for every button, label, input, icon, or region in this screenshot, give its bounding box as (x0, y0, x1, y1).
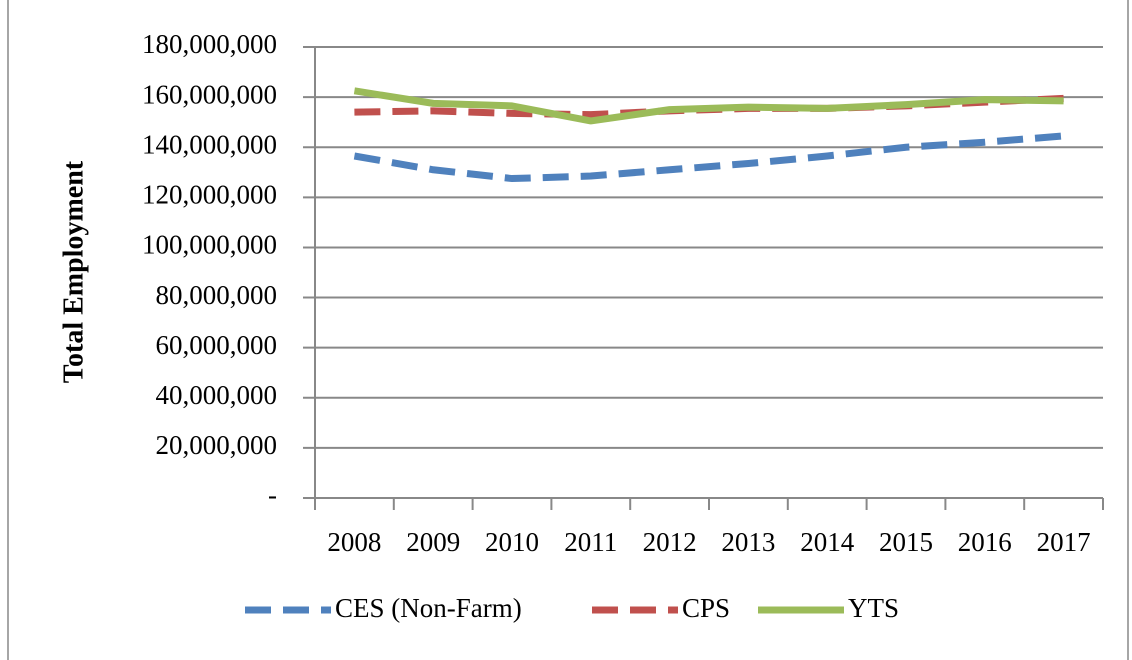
x-tick-label: 2014 (800, 527, 855, 557)
y-tick-label: 160,000,000 (142, 79, 277, 109)
y-tick-label: 100,000,000 (142, 230, 277, 260)
y-axis-label: Total Employment (58, 160, 89, 383)
x-tick-label: 2011 (564, 527, 617, 557)
y-tick-label: 40,000,000 (156, 380, 278, 410)
legend-label: CPS (682, 593, 730, 623)
chart-border (7, 0, 1129, 660)
x-tick-label: 2017 (1037, 527, 1091, 557)
x-tick-label: 2009 (406, 527, 460, 557)
x-tick-label: 2016 (958, 527, 1012, 557)
x-tick-label: 2010 (485, 527, 539, 557)
legend-label: CES (Non-Farm) (335, 593, 522, 623)
series-line (353, 87, 1064, 125)
y-tick-label: 180,000,000 (142, 29, 277, 59)
y-tick-label: - (268, 480, 277, 510)
legend-label: YTS (848, 593, 899, 623)
y-tick-label: 120,000,000 (142, 180, 277, 210)
y-tick-label: 20,000,000 (156, 430, 278, 460)
y-tick-label: 140,000,000 (142, 129, 277, 159)
y-tick-label: 80,000,000 (156, 280, 278, 310)
series-line (353, 132, 1064, 183)
x-tick-label: 2012 (643, 527, 697, 557)
x-tick-label: 2008 (327, 527, 381, 557)
x-tick-label: 2013 (721, 527, 775, 557)
y-tick-label: 60,000,000 (156, 330, 278, 360)
x-tick-label: 2015 (879, 527, 933, 557)
